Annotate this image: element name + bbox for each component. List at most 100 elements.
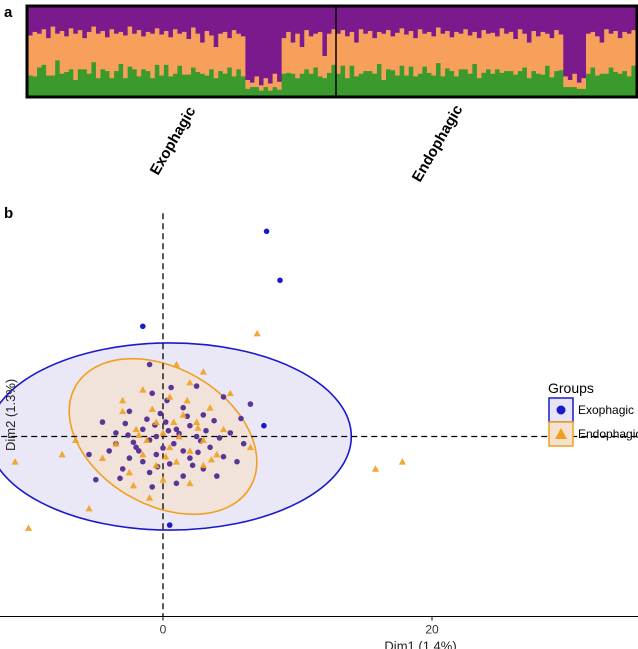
bar-segment [268,7,273,84]
bar-segment [159,34,165,76]
bar-segment [218,71,224,97]
point-exophagic [214,473,220,479]
bar-segment [381,7,387,34]
bar-segment [136,7,142,31]
bar-segment [399,7,405,29]
bar-segment [86,7,92,33]
bar-segment [172,29,178,75]
bar-segment [41,7,47,30]
point-endophagic [213,450,221,458]
point-exophagic [173,480,180,487]
bar-segment [82,7,88,39]
legend-marker-exophagic-icon [556,405,566,415]
bar-segment [454,31,460,77]
bar-segment [336,73,341,97]
bar-segment [231,7,237,31]
bar-segment [349,7,355,33]
bar-segment [495,7,501,37]
bar-segment [504,33,510,72]
bar-segment [154,7,160,29]
bar-segment [617,38,623,75]
bar-segment [549,38,555,78]
bar-segment [404,7,410,35]
bar-segment [95,33,101,79]
bar-segment [240,76,246,97]
bar-segment [495,36,501,70]
bar-segment [317,7,323,33]
bar-segment [536,7,541,37]
bar-segment [186,74,192,97]
point-exophagic [153,451,160,458]
bar-segment [222,7,228,33]
bar-segment [381,79,387,97]
bar-segment [64,7,70,37]
bar-segment [540,74,546,97]
bar-segment [28,75,33,97]
data-points [11,228,407,531]
bar-segment [617,7,623,39]
point-endophagic [193,418,201,425]
bar-segment [317,76,323,97]
bar-segment [540,31,546,75]
bar-segment [622,7,628,33]
bar-segment [522,67,528,97]
bar-segment [41,29,47,66]
bar-segment [209,35,215,70]
point-exophagic [146,361,153,368]
point-exophagic [136,448,142,454]
bar-segment [449,37,455,72]
bar-segment [463,69,469,97]
bar-segment [245,79,251,90]
bar-segment [408,31,414,67]
point-exophagic [113,430,119,436]
bar-segment [77,30,83,70]
bar-segment [123,7,129,36]
bar-segment [263,78,269,88]
bar-segment [349,65,355,97]
bar-segment [536,73,541,97]
bar-segment [367,31,373,72]
bar-segment [467,73,473,97]
bar-segment [163,31,169,66]
bar-segment [340,7,346,31]
bar-segment [236,69,242,97]
bar-segment [445,68,451,97]
bar-segment [467,7,473,36]
bar-segment [467,35,473,75]
point-endophagic [98,454,107,461]
bar-segment [326,72,332,97]
bar-segment [55,33,61,61]
bar-segment [345,78,351,97]
bar-segment [572,73,578,88]
bar-segment [413,7,419,39]
x-axis-title: Dim1 (1.4%) [384,639,456,649]
bar-segment [626,7,632,34]
bar-segment [586,73,591,97]
point-exophagic [247,401,254,407]
point-endophagic [179,411,187,418]
bar-segment [481,72,487,97]
bar-segment [517,71,523,97]
point-exophagic [93,476,99,483]
bar-segment [109,7,115,30]
bar-segment [299,47,305,75]
legend-marker-endophagic-icon [555,428,567,439]
bar-segment [440,76,446,97]
bar-segment [399,65,405,97]
bar-segment [331,64,337,97]
bar-segment [376,31,382,65]
bar-segment [558,7,564,35]
point-endophagic [11,458,19,465]
bar-segment [209,7,215,36]
point-exophagic [220,394,227,400]
bar-segment [558,70,564,97]
bar-segment [218,7,224,34]
bar-segment [476,7,482,39]
point-endophagic [152,418,160,425]
bar-segment [46,7,52,39]
point-endophagic [145,494,154,501]
bar-segment [622,31,628,72]
bar-segment [590,67,596,97]
axes: 02040-20-100102030Dim1 (1.4%)Dim2 (1.3%) [0,379,638,649]
bar-segment [631,30,637,67]
